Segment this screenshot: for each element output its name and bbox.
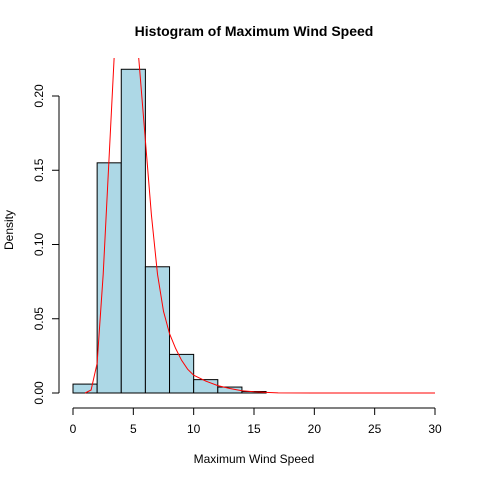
histogram-bar	[144, 266, 171, 394]
y-tick-label: 0.05	[32, 307, 46, 331]
chart-title: Histogram of Maximum Wind Speed	[135, 23, 374, 39]
histogram-bar	[217, 386, 243, 394]
histogram-bar	[72, 383, 98, 394]
x-tick-label: 0	[70, 422, 77, 436]
y-axis: 0.00 0.05 0.10 0.15 0.20	[32, 84, 60, 405]
x-axis-label: Maximum Wind Speed	[194, 452, 315, 466]
y-tick-label: 0.10	[32, 232, 46, 256]
y-tick-label: 0.00	[32, 381, 46, 405]
x-tick-label: 15	[247, 422, 261, 436]
histogram-bar	[96, 162, 122, 394]
y-axis-label: Density	[2, 210, 16, 250]
x-tick-label: 10	[187, 422, 201, 436]
x-tick-label: 20	[308, 422, 322, 436]
y-tick-label: 0.20	[32, 84, 46, 108]
y-tick-label: 0.15	[32, 158, 46, 182]
density-curve-group	[84, 58, 435, 394]
x-axis: 0 5 10 15 20 25 30	[70, 407, 442, 436]
x-tick-label: 30	[428, 422, 442, 436]
x-tick-label: 25	[368, 422, 382, 436]
x-tick-label: 5	[130, 422, 137, 436]
histogram-bar	[120, 68, 146, 394]
density-curve-line	[84, 58, 435, 394]
bars-group	[72, 68, 267, 394]
